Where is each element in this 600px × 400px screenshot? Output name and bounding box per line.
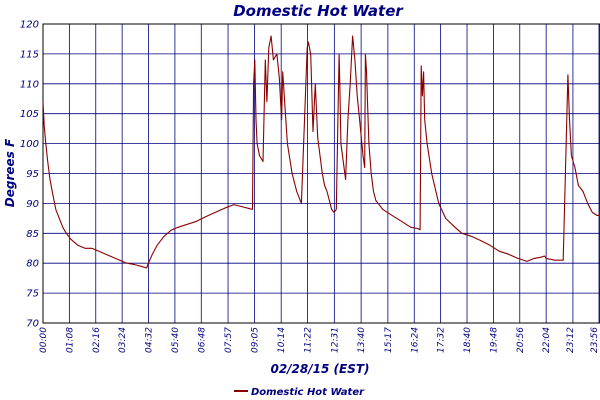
x-tick-label: 04:32 [145,327,155,353]
x-tick-label: 00:00 [39,327,49,353]
x-tick-label: 15:17 [384,327,394,353]
y-tick-label: 115 [20,49,39,60]
legend-label: Domestic Hot Water [251,387,365,398]
x-tick-label: 22:04 [542,327,552,353]
y-axis-label: Degrees F [3,138,17,207]
x-tick-label: 18:40 [463,327,473,353]
y-tick-labels: 70 75 80 85 90 95 100 105 110 115 120 [20,20,39,330]
y-tick-label: 100 [20,139,39,150]
x-tick-label: 07:57 [224,327,234,353]
y-tick-label: 110 [20,79,39,90]
x-tick-label: 11:22 [304,327,314,353]
y-tick-label: 90 [26,199,39,210]
chart-title: Domestic Hot Water [233,2,404,20]
x-tick-label: 05:40 [171,327,181,353]
x-tick-label: 23:12 [566,327,576,353]
y-tick-label: 95 [26,169,39,180]
y-tick-label: 80 [26,259,39,270]
x-tick-label: 10:14 [277,327,287,353]
x-tick-label: 16:24 [410,327,420,353]
y-tick-label: 85 [26,229,39,240]
x-tick-label: 12:31 [330,327,340,353]
y-tick-label: 75 [26,289,39,300]
x-axis-label: 02/28/15 (EST) [270,362,369,376]
x-tick-label: 06:48 [197,327,207,353]
x-tick-label: 19:48 [489,327,499,353]
series-line-domestic-hot-water [42,35,600,269]
grid-lines [42,23,600,324]
x-tick-label: 20:56 [516,327,526,353]
x-tick-label: 01:08 [65,327,75,353]
y-tick-label: 120 [20,20,39,31]
x-tick-label: 23:56 [590,327,600,353]
x-tick-label: 17:32 [437,327,447,353]
x-tick-label: 09:05 [250,327,260,353]
y-tick-label: 105 [20,109,39,120]
plot-frame [42,23,600,324]
x-tick-label: 03:24 [118,327,128,353]
x-tick-label: 02:16 [92,327,102,353]
x-tick-label: 13:40 [357,327,367,353]
y-tick-label: 70 [26,319,39,330]
x-tick-labels: 00:00 01:08 02:16 03:24 04:32 05:40 06:48 07:57… [39,327,600,353]
